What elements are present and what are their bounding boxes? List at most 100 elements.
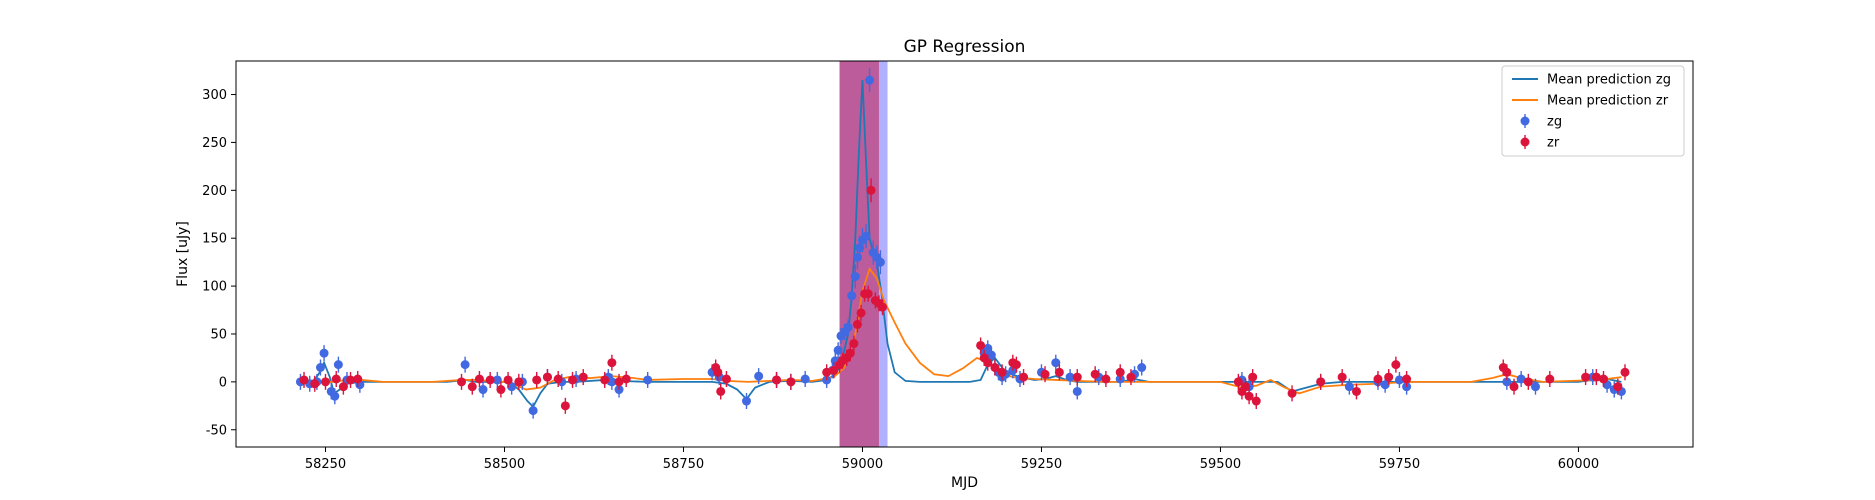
data-point-zg [1051, 358, 1061, 368]
data-point-zr [1251, 396, 1261, 406]
data-point-zg [478, 385, 488, 395]
data-point-zr [822, 367, 832, 377]
y-tick-label: 200 [202, 184, 227, 199]
legend-swatch-marker [1520, 137, 1530, 147]
data-point-zg [865, 75, 875, 85]
data-point-zg [1530, 382, 1540, 392]
data-point-zg [1344, 382, 1354, 392]
y-tick-label: 250 [202, 136, 227, 151]
data-point-zr [503, 375, 513, 385]
data-point-zr [1101, 374, 1111, 384]
markers-zg [295, 68, 1626, 419]
y-tick-label: 0 [219, 375, 227, 390]
data-point-zr [1241, 382, 1251, 392]
data-point-zr [1402, 374, 1412, 384]
data-point-zr [496, 385, 506, 395]
legend-label: Mean prediction zr [1547, 94, 1669, 109]
legend-label: zg [1547, 115, 1562, 130]
data-point-zr [976, 340, 986, 350]
data-point-zg [315, 363, 325, 373]
data-point-zr [457, 377, 467, 387]
data-point-zr [1244, 391, 1254, 401]
data-point-zr [310, 379, 320, 389]
data-point-zr [568, 375, 578, 385]
data-point-zr [1287, 388, 1297, 398]
chart-title: GP Regression [904, 37, 1026, 57]
data-point-zg [528, 406, 538, 416]
data-point-zr [990, 363, 1000, 373]
data-point-zg [319, 348, 329, 358]
data-point-zr [1248, 372, 1258, 382]
x-tick-label: 59000 [842, 457, 883, 472]
y-tick-label: -50 [206, 423, 227, 438]
legend-label: zr [1547, 136, 1560, 151]
data-point-zr [578, 372, 588, 382]
data-point-zr [299, 375, 309, 385]
x-tick-label: 60000 [1558, 457, 1599, 472]
data-point-zr [1337, 372, 1347, 382]
x-axis-label: MJD [951, 475, 978, 491]
data-point-zg [607, 377, 617, 387]
data-point-zr [721, 374, 731, 384]
data-point-zr [1373, 374, 1383, 384]
plot-area [295, 61, 1630, 447]
data-point-zr [856, 308, 866, 318]
data-point-zr [713, 367, 723, 377]
data-point-zr [338, 382, 348, 392]
data-point-zg [983, 343, 993, 353]
data-point-zg [800, 374, 810, 384]
y-tick-label: 50 [210, 327, 227, 342]
legend-label: Mean prediction zg [1547, 73, 1671, 88]
data-point-zr [878, 302, 888, 312]
data-point-zr [1011, 360, 1021, 370]
data-point-zr [1126, 372, 1136, 382]
y-tick-label: 100 [202, 280, 227, 295]
data-point-zg [861, 231, 871, 241]
data-point-zr [514, 377, 524, 387]
data-point-zr [320, 377, 330, 387]
data-point-zg [1137, 363, 1147, 373]
y-tick-label: 300 [202, 88, 227, 103]
data-point-zg [1394, 375, 1404, 385]
data-point-zr [772, 375, 782, 385]
data-point-zr [542, 372, 552, 382]
data-point-zr [863, 289, 873, 299]
data-point-zr [849, 339, 859, 349]
data-point-zr [1591, 372, 1601, 382]
data-point-zg [507, 382, 517, 392]
data-point-zr [716, 386, 726, 396]
x-tick-label: 59750 [1379, 457, 1420, 472]
data-point-zr [1384, 372, 1394, 382]
data-point-zg [852, 252, 862, 262]
data-point-zr [786, 377, 796, 387]
line-mean-prediction-zr [300, 266, 1622, 395]
data-point-zr [1115, 367, 1125, 377]
x-tick-label: 59500 [1200, 457, 1241, 472]
data-point-zr [1391, 360, 1401, 370]
data-point-zg [754, 371, 764, 381]
data-point-zr [852, 319, 862, 329]
x-tick-label: 58500 [484, 457, 525, 472]
data-point-zr [1509, 382, 1519, 392]
data-point-zr [353, 374, 363, 384]
data-point-zg [330, 391, 340, 401]
axes-frame [235, 60, 1694, 448]
data-point-zg [850, 272, 860, 282]
data-point-zg [492, 375, 502, 385]
data-point-zg [333, 360, 343, 370]
data-point-zr [983, 358, 993, 368]
data-point-zg [875, 257, 885, 267]
data-point-zr [614, 377, 624, 387]
data-point-zr [1581, 372, 1591, 382]
data-point-zr [1351, 386, 1361, 396]
y-tick-label: 150 [202, 232, 227, 247]
data-point-zr [474, 374, 484, 384]
data-point-zg [1380, 380, 1390, 390]
data-point-zg [1516, 374, 1526, 384]
data-point-zr [997, 367, 1007, 377]
data-point-zr [532, 375, 542, 385]
data-point-zr [1233, 377, 1243, 387]
data-point-zg [643, 375, 653, 385]
legend-box [1501, 65, 1685, 157]
